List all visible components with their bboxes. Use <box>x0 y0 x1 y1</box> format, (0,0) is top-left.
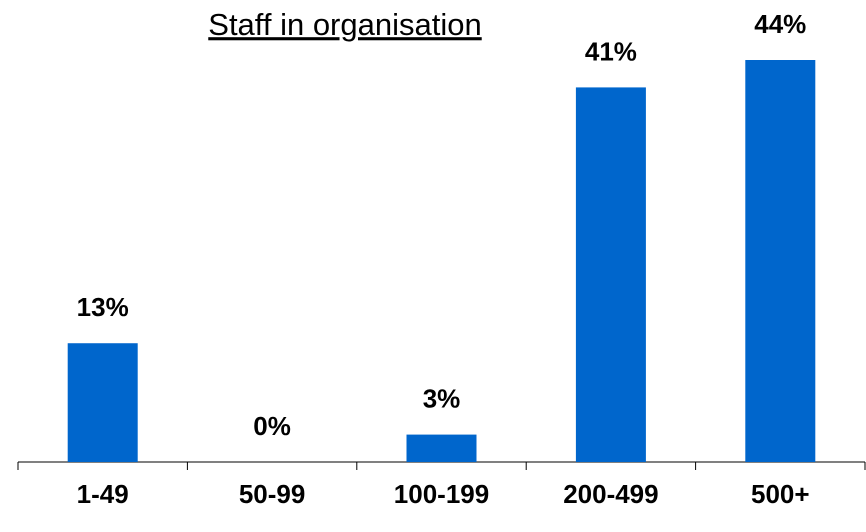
chart-title: Staff in organisation <box>208 7 481 42</box>
x-tick-label: 500+ <box>751 479 810 509</box>
bar <box>745 60 816 462</box>
x-tick-label: 50-99 <box>239 479 306 509</box>
x-tick-label: 1-49 <box>77 479 129 509</box>
bar <box>67 343 138 462</box>
value-label: 44% <box>754 9 806 39</box>
value-label: 0% <box>253 411 291 441</box>
value-label: 3% <box>423 383 461 413</box>
x-tick-label: 100-199 <box>394 479 489 509</box>
value-label: 41% <box>585 36 637 66</box>
value-label: 13% <box>77 292 129 322</box>
bar <box>406 434 477 462</box>
x-tick-label: 200-499 <box>563 479 658 509</box>
bar <box>575 87 646 462</box>
